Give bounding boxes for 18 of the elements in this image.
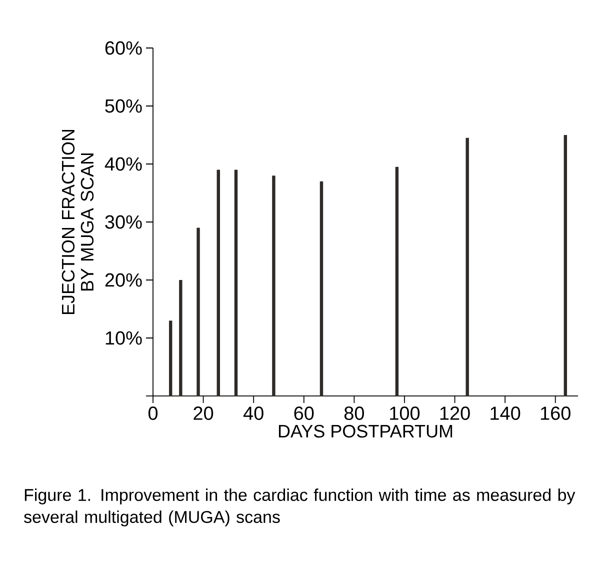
y-tick-label: 20% bbox=[105, 273, 142, 287]
x-tick-label: 100 bbox=[390, 406, 420, 420]
y-tick-label: 10% bbox=[106, 331, 142, 345]
x-tick-label: 120 bbox=[440, 406, 470, 420]
x-tick-label: 60 bbox=[294, 406, 314, 420]
x-tick-label: 0 bbox=[148, 406, 158, 420]
x-tick-label: 20 bbox=[194, 406, 214, 420]
y-tick-label: 50% bbox=[105, 99, 142, 113]
y-tick-label: 30% bbox=[105, 215, 142, 229]
y-tick-label: 60% bbox=[105, 41, 142, 55]
x-tick-label: 160 bbox=[540, 406, 570, 420]
y-tick-label: 40% bbox=[104, 157, 142, 171]
x-tick-label: 140 bbox=[490, 406, 520, 420]
y-axis-title: EJECTION FRACTION BY MUGA SCAN bbox=[62, 130, 94, 314]
x-axis-title: DAYS POSTPARTUM bbox=[278, 424, 452, 438]
x-tick-label: 40 bbox=[243, 406, 264, 420]
caption: Figure 1. Improvement in the cardiac function with time as measured by several multigated (MUGA) scans bbox=[24, 488, 576, 526]
x-tick-label: 80 bbox=[344, 406, 364, 420]
